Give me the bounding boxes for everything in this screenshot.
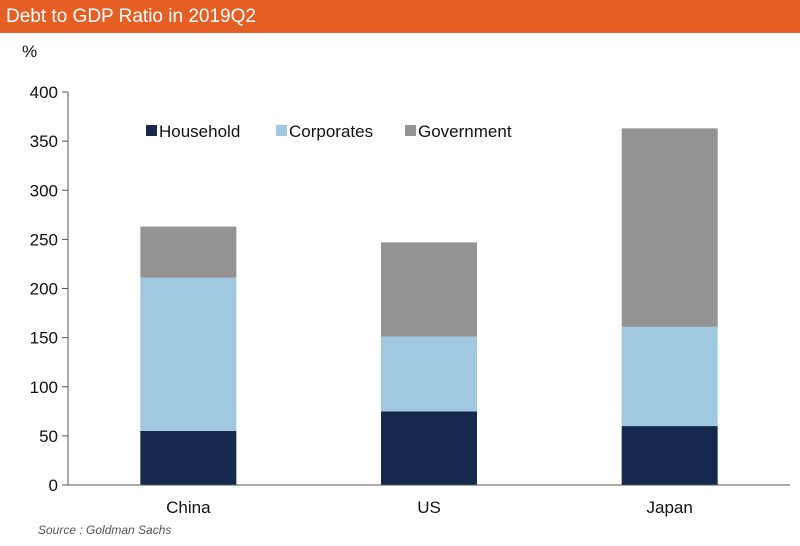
bar-household-china bbox=[140, 430, 237, 485]
chart-title: Debt to GDP Ratio in 2019Q2 bbox=[0, 0, 800, 33]
bar-government-china bbox=[140, 226, 237, 278]
x-tick-label: China bbox=[166, 498, 211, 517]
legend: Household Corporates Government bbox=[146, 122, 512, 141]
y-tick-label: 100 bbox=[30, 378, 58, 397]
legend-label-household: Household bbox=[159, 122, 240, 141]
bars bbox=[140, 128, 718, 485]
bar-household-us bbox=[381, 411, 477, 485]
y-tick-label: 400 bbox=[30, 83, 58, 102]
y-axis-unit: % bbox=[22, 42, 38, 61]
bar-government-japan bbox=[621, 128, 718, 327]
legend-swatch-government bbox=[405, 125, 416, 136]
y-tick-label: 350 bbox=[30, 132, 58, 151]
y-tick-label: 0 bbox=[49, 476, 58, 495]
y-tick-label: 250 bbox=[30, 230, 58, 249]
legend-label-corporates: Corporates bbox=[289, 122, 373, 141]
y-tick-label: 50 bbox=[39, 427, 58, 446]
x-tick-label: Japan bbox=[647, 498, 693, 517]
legend-swatch-corporates bbox=[276, 125, 287, 136]
legend-swatch-household bbox=[146, 125, 157, 136]
x-tick-label: US bbox=[417, 498, 441, 517]
bar-corporates-japan bbox=[621, 326, 718, 427]
bar-corporates-china bbox=[140, 277, 237, 431]
y-tick-label: 150 bbox=[30, 329, 58, 348]
bar-government-us bbox=[381, 242, 477, 337]
y-tick-label: 200 bbox=[30, 280, 58, 299]
bar-corporates-us bbox=[381, 336, 477, 412]
legend-label-government: Government bbox=[418, 122, 512, 141]
y-axis: 0 50 100 150 200 250 300 350 400 bbox=[30, 83, 69, 495]
source-note: Source : Goldman Sachs bbox=[38, 523, 172, 537]
y-tick-label: 300 bbox=[30, 181, 58, 200]
bar-household-japan bbox=[621, 426, 718, 485]
x-axis: China US Japan bbox=[68, 484, 790, 517]
